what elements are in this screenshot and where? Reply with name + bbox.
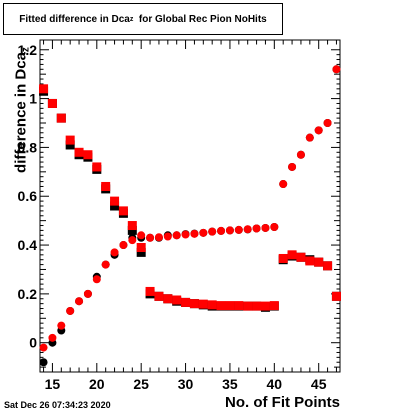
data-point-circle	[75, 297, 84, 306]
x-axis-label: No. of Fit Points	[225, 394, 340, 411]
data-point-circle	[305, 133, 314, 142]
data-point-circle	[296, 150, 305, 159]
y-tick-label: 1	[29, 91, 37, 107]
y-tick-label: 0	[29, 335, 37, 351]
chart-title-prefix: Fitted difference in Dca	[19, 13, 130, 25]
x-tick-label: 40	[267, 376, 283, 392]
data-point-square	[287, 250, 297, 260]
data-point-circle	[270, 222, 279, 231]
data-point-circle	[163, 232, 172, 241]
data-point-square	[243, 301, 253, 311]
plot-frame	[39, 39, 341, 373]
y-axis-label-text: difference in Dca	[12, 52, 30, 173]
data-point-square	[198, 299, 208, 309]
data-point-square	[83, 150, 93, 160]
data-point-circle	[288, 162, 297, 171]
data-point-circle	[181, 230, 190, 239]
data-point-circle	[128, 236, 137, 245]
data-point-square	[92, 162, 102, 172]
data-point-square	[163, 294, 173, 304]
data-point-square	[127, 225, 137, 235]
data-point-square	[47, 98, 57, 108]
data-point-circle	[314, 126, 323, 135]
data-point-square	[269, 301, 279, 311]
data-point-square	[207, 300, 217, 310]
data-point-circle	[154, 233, 163, 242]
data-point-square	[39, 84, 49, 94]
data-point-circle	[323, 119, 332, 127]
data-point-circle	[57, 321, 66, 330]
data-point-square	[252, 301, 262, 311]
data-point-square	[136, 243, 146, 252]
data-point-square	[234, 301, 244, 311]
data-point-circle	[208, 227, 217, 236]
data-point-square	[110, 201, 120, 211]
data-point-circle	[225, 226, 234, 235]
timestamp: Sat Dec 26 07:34:23 2020	[4, 400, 111, 410]
y-tick-label: 1.2	[18, 42, 38, 58]
data-point-circle	[66, 306, 75, 315]
x-tick-label: 35	[222, 376, 238, 392]
y-tick-label: 0.4	[18, 237, 38, 253]
data-point-circle	[101, 260, 110, 269]
chart-title-suffix: for Global Rec Pion NoHits	[138, 13, 267, 25]
data-point-circle	[252, 224, 261, 233]
data-point-circle	[279, 180, 288, 189]
data-point-square	[331, 291, 341, 301]
data-point-square	[74, 147, 84, 157]
data-point-square	[145, 286, 155, 296]
y-tick-label: 0.8	[18, 139, 38, 155]
data-point-square	[181, 297, 191, 307]
y-tick-label: 0.6	[18, 188, 38, 204]
data-point-square	[65, 140, 75, 150]
x-tick-label: 30	[178, 376, 194, 392]
data-point-square	[305, 256, 315, 266]
data-point-square	[260, 301, 270, 311]
data-point-circle	[332, 65, 341, 74]
data-point-square	[65, 135, 75, 145]
chart-title: Fitted difference in Dca z for Global Rec…	[3, 3, 283, 35]
data-point-circle	[92, 275, 101, 284]
data-point-square	[136, 247, 146, 257]
data-point-circle	[172, 231, 181, 240]
data-point-circle	[199, 228, 208, 237]
x-tick-label: 15	[45, 376, 61, 392]
data-point-square	[110, 196, 120, 206]
data-point-circle	[190, 229, 199, 238]
data-point-square	[189, 299, 199, 309]
data-point-circle	[234, 225, 243, 234]
x-tick-label: 45	[311, 376, 327, 392]
x-tick-label: 25	[133, 376, 149, 392]
data-point-square	[278, 253, 288, 263]
data-point-square	[216, 301, 226, 311]
data-point-square	[101, 181, 111, 191]
data-point-circle	[39, 358, 48, 367]
y-axis-label-sub: z	[20, 47, 32, 53]
data-point-square	[172, 295, 182, 305]
data-point-circle	[217, 226, 226, 235]
y-axis-label: difference in Dcaz	[13, 47, 32, 173]
x-tick-label: 20	[89, 376, 105, 392]
data-point-square	[225, 301, 235, 311]
data-point-square	[56, 113, 66, 123]
data-point-circle	[83, 289, 92, 298]
data-point-square	[127, 221, 137, 231]
data-point-circle	[146, 233, 155, 242]
data-point-square	[296, 252, 306, 262]
y-tick-label: 0.2	[18, 286, 38, 302]
data-point-circle	[137, 231, 146, 240]
data-point-circle	[39, 343, 48, 352]
data-point-circle	[119, 241, 128, 250]
data-point-circle	[48, 333, 57, 342]
data-point-circle	[261, 223, 270, 232]
data-point-square	[118, 206, 128, 216]
chart-title-sub: z	[129, 15, 134, 23]
data-point-circle	[243, 225, 252, 234]
data-point-square	[323, 261, 333, 271]
data-point-square	[314, 257, 324, 267]
data-point-square	[154, 291, 164, 301]
data-point-circle	[110, 248, 119, 257]
